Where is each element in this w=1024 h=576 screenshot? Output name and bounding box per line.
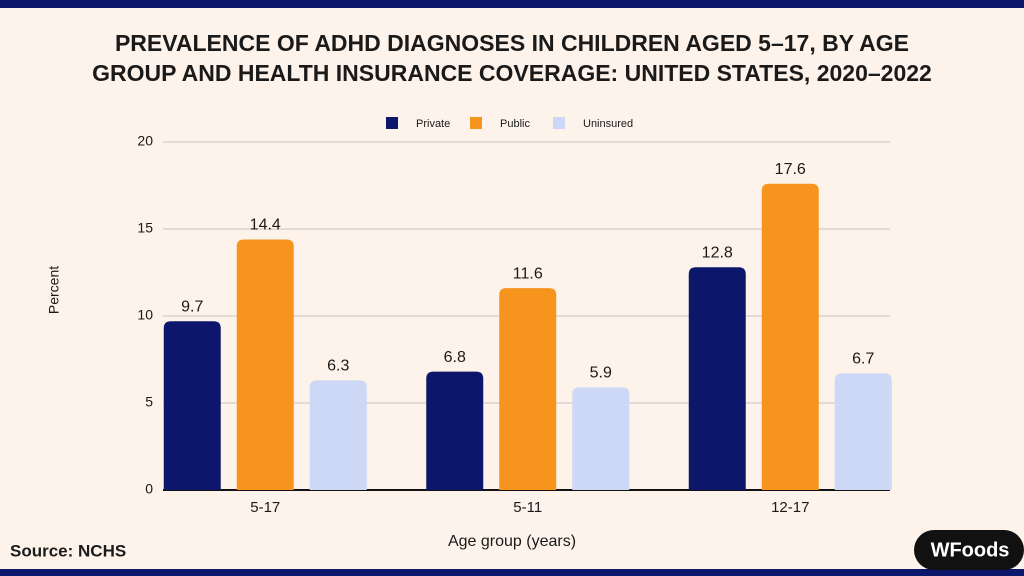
data-label: 6.8	[444, 349, 466, 366]
top-band	[0, 0, 1024, 8]
x-tick-label: 12-17	[771, 499, 809, 516]
chart-subtitle: GROUP AND HEALTH INSURANCE COVERAGE: UNI…	[92, 60, 932, 86]
bar	[309, 380, 367, 490]
y-tick-label: 0	[145, 481, 153, 497]
y-tick-label: 5	[145, 394, 153, 410]
logo-badge	[914, 530, 1024, 570]
y-tick-label: 15	[137, 220, 153, 236]
bar	[426, 371, 484, 490]
bottom-band	[0, 569, 1024, 576]
x-tick-label: 5-11	[513, 499, 542, 516]
legend-swatch	[470, 117, 482, 129]
data-label: 17.6	[775, 161, 806, 178]
y-tick-label: 10	[137, 307, 153, 323]
legend-label: Private	[416, 118, 450, 130]
data-label: 6.7	[852, 351, 874, 368]
legend-label: Uninsured	[583, 118, 633, 130]
data-label: 11.6	[513, 265, 543, 282]
x-axis-title: Age group (years)	[448, 533, 576, 550]
logo: WFoods	[931, 539, 1010, 561]
y-axis-title: Percent	[46, 266, 62, 314]
bar	[761, 183, 819, 490]
bar	[834, 373, 892, 490]
bar	[163, 321, 221, 490]
x-tick-label: 5-17	[250, 499, 280, 516]
data-label: 9.7	[181, 298, 203, 315]
bar	[572, 387, 630, 490]
legend-label: Public	[500, 118, 530, 130]
chart-title: PREVALENCE OF ADHD DIAGNOSES IN CHILDREN…	[115, 30, 909, 56]
bar	[236, 239, 294, 490]
data-label: 14.4	[250, 217, 281, 234]
legend-swatch	[386, 117, 398, 129]
data-label: 6.3	[327, 358, 349, 375]
source: Source: NCHS	[10, 541, 126, 560]
legend-swatch	[553, 117, 565, 129]
data-label: 5.9	[590, 365, 612, 382]
bar	[499, 288, 557, 490]
bar	[688, 267, 746, 490]
y-tick-label: 20	[137, 133, 153, 149]
data-label: 12.8	[702, 244, 733, 261]
